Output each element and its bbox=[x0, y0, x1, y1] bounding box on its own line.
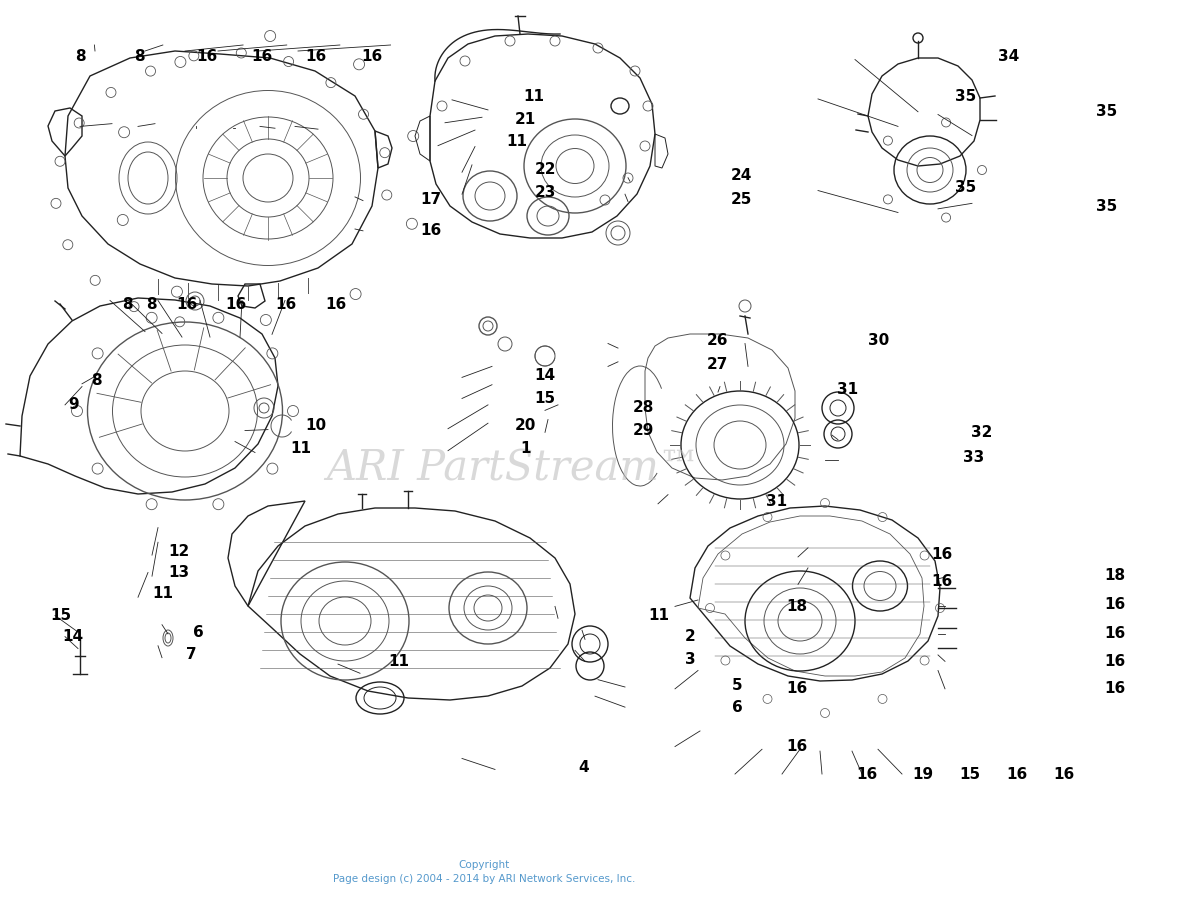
Text: 2: 2 bbox=[684, 629, 696, 644]
Text: 31: 31 bbox=[837, 382, 858, 397]
Text: 27: 27 bbox=[707, 357, 728, 372]
Text: 29: 29 bbox=[632, 423, 654, 438]
Text: 17: 17 bbox=[420, 192, 441, 207]
Text: 16: 16 bbox=[1054, 767, 1075, 781]
Text: 9: 9 bbox=[67, 398, 79, 412]
Text: 6: 6 bbox=[732, 700, 743, 714]
Text: 8: 8 bbox=[133, 49, 145, 64]
Text: 22: 22 bbox=[535, 162, 556, 177]
Text: 30: 30 bbox=[868, 333, 890, 348]
Text: 13: 13 bbox=[169, 565, 190, 580]
Text: 21: 21 bbox=[514, 112, 536, 126]
Text: 16: 16 bbox=[1104, 682, 1126, 696]
Text: 16: 16 bbox=[786, 682, 807, 696]
Text: 33: 33 bbox=[963, 451, 984, 465]
Text: 18: 18 bbox=[786, 599, 807, 614]
Text: 28: 28 bbox=[632, 400, 654, 415]
Text: 19: 19 bbox=[912, 767, 933, 781]
Text: 16: 16 bbox=[1104, 654, 1126, 669]
Text: 15: 15 bbox=[51, 608, 72, 623]
Text: 11: 11 bbox=[523, 89, 544, 104]
Text: Copyright
Page design (c) 2004 - 2014 by ARI Network Services, Inc.: Copyright Page design (c) 2004 - 2014 by… bbox=[333, 859, 635, 885]
Text: 16: 16 bbox=[857, 767, 878, 781]
Text: 15: 15 bbox=[959, 767, 981, 781]
Text: 32: 32 bbox=[971, 425, 992, 440]
Text: 4: 4 bbox=[578, 760, 590, 775]
Text: 16: 16 bbox=[1104, 597, 1126, 612]
Text: 5: 5 bbox=[732, 678, 743, 692]
Text: 16: 16 bbox=[275, 297, 296, 311]
Text: 16: 16 bbox=[225, 297, 247, 311]
Text: 8: 8 bbox=[74, 49, 86, 64]
Text: 26: 26 bbox=[707, 333, 728, 348]
Text: 31: 31 bbox=[766, 495, 787, 509]
Text: 8: 8 bbox=[91, 373, 103, 387]
Text: 35: 35 bbox=[1096, 104, 1117, 119]
Text: 34: 34 bbox=[998, 49, 1020, 64]
Text: 3: 3 bbox=[684, 652, 696, 667]
Text: 16: 16 bbox=[931, 574, 952, 589]
Text: 16: 16 bbox=[420, 224, 441, 238]
Text: 11: 11 bbox=[152, 586, 173, 601]
Text: 35: 35 bbox=[955, 180, 976, 195]
Text: 11: 11 bbox=[388, 654, 409, 669]
Text: 16: 16 bbox=[196, 49, 217, 64]
Text: 12: 12 bbox=[169, 544, 190, 559]
Text: 16: 16 bbox=[786, 739, 807, 754]
Text: 23: 23 bbox=[535, 185, 556, 200]
Text: 16: 16 bbox=[931, 547, 952, 562]
Text: 16: 16 bbox=[1007, 767, 1028, 781]
Text: 1: 1 bbox=[520, 442, 530, 456]
Text: 14: 14 bbox=[535, 368, 556, 383]
Text: 11: 11 bbox=[648, 608, 669, 623]
Text: 8: 8 bbox=[122, 297, 133, 311]
Text: 8: 8 bbox=[145, 297, 157, 311]
Text: 24: 24 bbox=[730, 169, 752, 183]
Text: 6: 6 bbox=[192, 625, 204, 639]
Text: 10: 10 bbox=[306, 419, 327, 433]
Text: 16: 16 bbox=[1104, 627, 1126, 641]
Text: 14: 14 bbox=[63, 629, 84, 644]
Text: 20: 20 bbox=[514, 419, 536, 433]
Text: 16: 16 bbox=[326, 297, 347, 311]
Text: 16: 16 bbox=[176, 297, 197, 311]
Text: 7: 7 bbox=[185, 648, 197, 662]
Text: 15: 15 bbox=[535, 391, 556, 406]
Text: 11: 11 bbox=[506, 135, 527, 149]
Text: 35: 35 bbox=[955, 89, 976, 104]
Text: 35: 35 bbox=[1096, 199, 1117, 213]
Text: 11: 11 bbox=[290, 442, 312, 456]
Text: ARI PartStream™: ARI PartStream™ bbox=[326, 448, 701, 490]
Text: 25: 25 bbox=[730, 192, 752, 207]
Text: 16: 16 bbox=[306, 49, 327, 64]
Text: 18: 18 bbox=[1104, 568, 1126, 583]
Text: 16: 16 bbox=[251, 49, 273, 64]
Text: 16: 16 bbox=[361, 49, 382, 64]
